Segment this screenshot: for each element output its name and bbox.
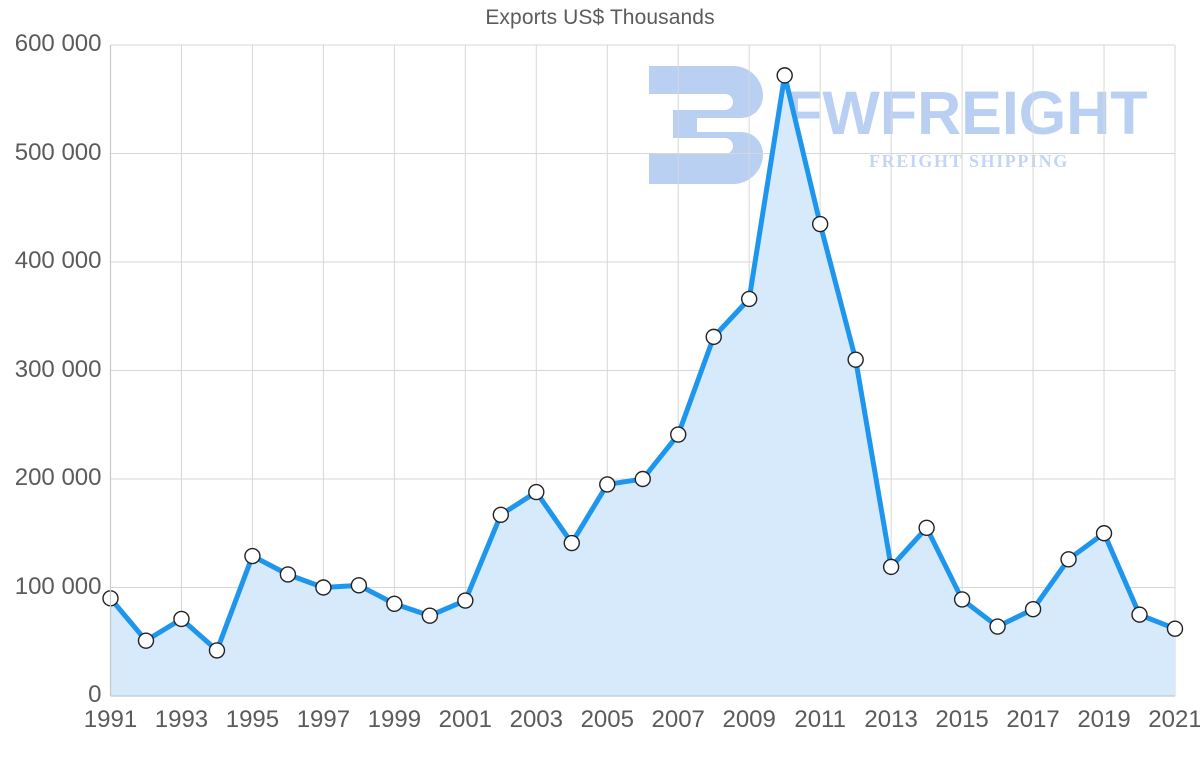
x-axis-tick-label: 2017 xyxy=(1006,706,1060,733)
x-axis-tick-label: 2011 xyxy=(794,706,846,733)
data-point-marker xyxy=(350,577,368,594)
x-axis-tick-label: 1991 xyxy=(83,706,138,733)
data-point-marker xyxy=(457,592,474,609)
data-point-marker xyxy=(599,476,616,493)
data-point-marker xyxy=(563,534,580,552)
data-point-marker xyxy=(811,215,829,233)
data-point-marker xyxy=(918,519,935,537)
data-point-marker xyxy=(741,290,758,308)
data-point-marker xyxy=(1166,620,1184,637)
data-point-marker xyxy=(634,470,651,488)
x-axis-tick-label: 1993 xyxy=(154,706,209,733)
x-axis-tick-label: 2021 xyxy=(1148,706,1200,733)
data-point-markers xyxy=(102,67,1184,659)
x-axis-tick-label: 1997 xyxy=(296,706,351,733)
y-axis-tick-label: 600 000 xyxy=(14,30,102,57)
y-axis-tick-label: 0 xyxy=(88,681,102,708)
area-path xyxy=(110,75,1175,696)
x-axis-tick-label: 1995 xyxy=(225,706,280,733)
data-point-marker xyxy=(315,579,332,596)
area-fill xyxy=(110,75,1175,696)
y-axis-tick-label: 200 000 xyxy=(14,464,102,491)
data-point-marker xyxy=(244,547,261,565)
y-axis-tick-label: 400 000 xyxy=(14,247,102,274)
data-point-marker xyxy=(137,632,155,649)
data-point-marker xyxy=(1060,551,1077,568)
data-point-marker xyxy=(173,610,190,628)
y-axis-tick-label: 500 000 xyxy=(14,138,102,166)
x-axis-tick-label: 2015 xyxy=(935,706,989,733)
x-axis-tick-label: 1999 xyxy=(367,706,422,733)
y-axis-tick-label: 100 000 xyxy=(14,572,102,600)
axis-lines xyxy=(109,45,1175,697)
data-point-marker xyxy=(670,426,687,443)
x-axis-tick-label: 2013 xyxy=(864,706,918,733)
gridlines xyxy=(110,44,1176,697)
x-axis-tick-label: 2007 xyxy=(651,706,705,733)
data-point-marker xyxy=(1131,606,1148,623)
x-axis-tick-label: 2001 xyxy=(438,706,493,733)
data-point-marker xyxy=(1024,601,1042,618)
y-axis-tick-label: 300 000 xyxy=(14,355,102,383)
x-axis-tick-label: 2019 xyxy=(1077,706,1131,733)
data-point-marker xyxy=(492,506,510,524)
data-point-marker xyxy=(705,328,722,346)
x-axis-tick-label: 2005 xyxy=(580,706,634,733)
data-point-marker xyxy=(279,566,297,583)
x-axis-tick-label: 2003 xyxy=(509,706,563,733)
data-point-marker xyxy=(1095,525,1113,542)
data-point-marker xyxy=(776,67,793,84)
data-point-marker xyxy=(989,618,1006,635)
chart-title: Exports US$ Thousands xyxy=(485,6,715,29)
data-point-marker xyxy=(953,591,971,608)
x-axis-tick-label: 2009 xyxy=(722,706,776,733)
data-point-marker xyxy=(882,558,900,576)
data-point-marker xyxy=(208,642,226,659)
data-point-marker xyxy=(421,607,439,624)
data-point-marker xyxy=(847,351,864,368)
data-point-marker xyxy=(528,483,545,501)
data-point-marker xyxy=(386,595,403,612)
